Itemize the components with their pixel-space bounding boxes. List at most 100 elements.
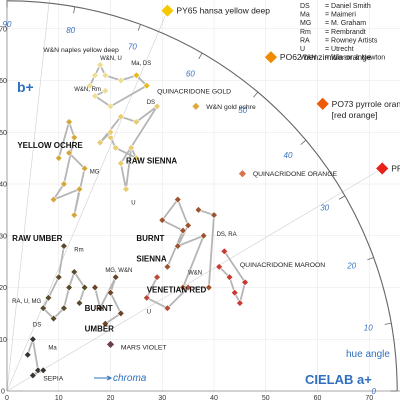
hue-tick xyxy=(253,91,259,98)
point-label: U xyxy=(131,201,135,207)
chroma-arc-line xyxy=(6,0,398,392)
reference-label: PO73 pyrrole orange xyxy=(332,99,400,109)
data-point xyxy=(199,231,208,240)
y-tick-label: 50 xyxy=(0,130,7,137)
data-point xyxy=(205,283,213,292)
data-point xyxy=(49,314,58,323)
data-point xyxy=(122,185,130,193)
chroma-arc xyxy=(6,0,398,392)
hue-angle-number: 80 xyxy=(66,26,75,35)
x-axis-label: chroma xyxy=(113,373,147,384)
hue-guide-lines xyxy=(6,0,383,392)
data-point xyxy=(23,350,32,359)
reference-point xyxy=(315,96,330,111)
pigment-label: SEPIA xyxy=(43,376,63,383)
data-point xyxy=(65,118,73,126)
x-tick-label: 30 xyxy=(158,395,166,400)
hue-tick xyxy=(73,6,76,14)
group-path xyxy=(94,276,122,325)
grid-lines xyxy=(7,0,400,391)
data-point xyxy=(39,304,48,313)
point-label: Ma, DS xyxy=(131,61,151,67)
data-point xyxy=(173,195,182,204)
data-point xyxy=(179,226,187,235)
data-point xyxy=(132,71,141,80)
legend-name: = Winsor & Newton xyxy=(325,55,385,62)
y-tick-label: 20 xyxy=(0,285,7,292)
hue-angle-number: 60 xyxy=(186,69,195,78)
data-point xyxy=(241,278,249,287)
annotations: PY97 hansa yellowPY65 hansa yellow deepP… xyxy=(12,6,400,383)
data-point xyxy=(179,283,187,292)
reference-point xyxy=(264,50,278,65)
paint-group-paths xyxy=(26,64,246,377)
pigment-label: W&N gold ochre xyxy=(206,104,256,111)
reference-label: PO62 benzimida orange xyxy=(280,52,372,62)
data-point xyxy=(49,195,58,204)
legend-name: = Maimeri xyxy=(325,12,356,19)
data-point xyxy=(60,304,68,313)
group-label: SIENNA xyxy=(136,255,166,264)
hue-angle-number: 40 xyxy=(284,151,293,160)
x-tick-label: 0 xyxy=(5,395,9,400)
reference-sublabel: [red orange] xyxy=(332,110,378,120)
group-path xyxy=(88,64,148,108)
data-point xyxy=(101,71,110,80)
legend-abbr: W&N xyxy=(300,55,316,62)
x-tick-label: 20 xyxy=(107,395,115,400)
data-point xyxy=(117,309,125,318)
hue-angle-number: 70 xyxy=(128,42,137,51)
data-point xyxy=(111,273,120,281)
data-point xyxy=(60,180,68,188)
data-point xyxy=(44,294,53,302)
data-point xyxy=(96,61,104,69)
group-label: VENETIAN RED xyxy=(147,286,207,295)
group-label: RAW SIENNA xyxy=(126,156,177,165)
pigment-label: W&N naples yellow deep xyxy=(43,47,119,54)
data-point xyxy=(70,268,79,276)
point-label: MG, W&N xyxy=(105,268,132,274)
point-label: DS xyxy=(33,322,41,328)
data-points xyxy=(23,3,390,380)
data-point xyxy=(153,273,161,281)
data-point xyxy=(96,138,104,147)
data-point xyxy=(34,366,42,375)
data-point xyxy=(132,118,141,126)
data-point xyxy=(60,242,68,250)
standalone-point xyxy=(238,169,247,179)
legend-name: = Utrecht xyxy=(325,46,354,53)
data-point xyxy=(80,164,89,173)
data-point xyxy=(127,143,136,152)
data-point xyxy=(106,128,115,137)
hue-tick xyxy=(367,257,374,261)
y-tick-label: 40 xyxy=(0,182,7,189)
data-point xyxy=(163,304,172,313)
legend-abbr: Ma xyxy=(300,12,310,19)
pigment-label: QUINACRIDONE GOLD xyxy=(157,88,231,95)
data-point xyxy=(39,366,48,375)
hue-guide-line xyxy=(6,10,168,392)
data-point xyxy=(173,242,182,250)
point-label: W&N xyxy=(188,271,202,277)
group-path xyxy=(52,121,86,216)
pigment-label: QUINACRIDONE ORANGE xyxy=(253,171,338,178)
point-label: W&N, U xyxy=(100,56,122,62)
point-label: Ma xyxy=(48,346,57,352)
data-point xyxy=(210,211,218,219)
point-label: MG xyxy=(90,170,100,176)
hue-tick xyxy=(198,52,203,60)
data-point xyxy=(54,154,63,162)
data-point xyxy=(75,299,84,307)
hue-angle-number: 30 xyxy=(320,204,329,213)
data-point xyxy=(101,87,110,95)
x-tick-label: 70 xyxy=(365,395,373,400)
data-point xyxy=(236,299,244,307)
hue-angle-label: hue angle xyxy=(346,349,390,360)
pigment-label: MARS VIOLET xyxy=(121,345,167,352)
data-point xyxy=(215,262,223,271)
legend-name: = M. Graham xyxy=(325,20,366,27)
legend-name: = Rembrandt xyxy=(325,29,366,36)
x-tick-label: 50 xyxy=(262,395,270,400)
